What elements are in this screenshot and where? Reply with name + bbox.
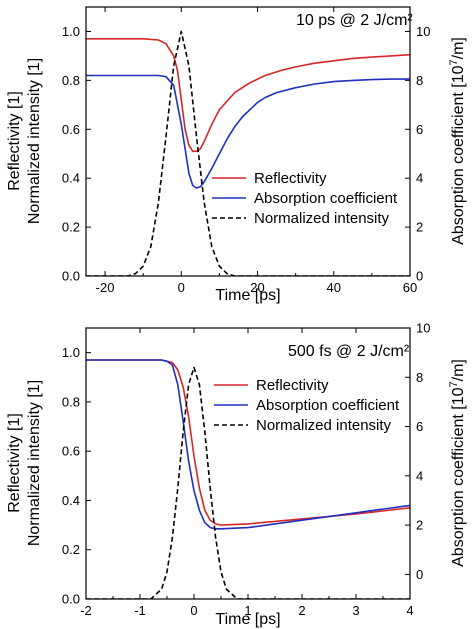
y-right-axis-label-end: /m] bbox=[450, 359, 467, 381]
y-right-axis-label: Absorption coefficient [107/m] bbox=[448, 37, 467, 245]
y-left-tick-label: 0.6 bbox=[62, 122, 80, 137]
y-right-tick-label: 4 bbox=[416, 171, 423, 186]
legend: Reflectivity Absorption coefficient Normal… bbox=[214, 377, 400, 434]
series-line-normalized-intensity bbox=[86, 30, 410, 276]
x-tick-label: 0 bbox=[190, 603, 197, 618]
y-left-tick-label: 1.0 bbox=[62, 24, 80, 39]
y-left-tick-label: 0.0 bbox=[62, 269, 80, 284]
x-tick-label: -20 bbox=[96, 280, 115, 295]
series-line-reflectivity bbox=[86, 359, 410, 526]
y-right-tick-label: 2 bbox=[416, 518, 423, 533]
y-right-tick-label: 10 bbox=[416, 24, 430, 39]
y-right-tick-label: 2 bbox=[416, 220, 423, 235]
y-right-tick-label: 0 bbox=[416, 269, 423, 284]
x-tick-label: 20 bbox=[250, 280, 264, 295]
legend: Reflectivity Absorption coefficient Normal… bbox=[212, 170, 398, 227]
y-right-axis-label-main: Absorption coefficient [10 bbox=[450, 387, 467, 566]
x-tick-label: 40 bbox=[327, 280, 341, 295]
x-tick-label: 3 bbox=[352, 603, 359, 618]
y-right-tick-label: 6 bbox=[416, 122, 423, 137]
x-tick-label: 4 bbox=[406, 603, 413, 618]
y-right-axis-label-sup: 7 bbox=[448, 59, 460, 65]
x-tick-label: 60 bbox=[403, 280, 417, 295]
chart-annotation: 500 fs @ 2 J/cm² bbox=[288, 343, 410, 360]
x-tick-label: 2 bbox=[298, 603, 305, 618]
y-left-axis-label-reflectivity: Reflectivity [1] bbox=[6, 91, 23, 191]
chart-annotation: 10 ps @ 2 J/cm² bbox=[296, 12, 413, 29]
plot-area bbox=[86, 30, 410, 276]
y-left-tick-label: 0.2 bbox=[62, 542, 80, 557]
legend-entry: Normalized intensity bbox=[254, 210, 390, 227]
x-tick-label: -2 bbox=[80, 603, 92, 618]
legend-entry: Reflectivity bbox=[256, 377, 329, 394]
series-line-absorption-coefficient bbox=[86, 359, 410, 530]
y-left-tick-label: 0.4 bbox=[62, 493, 80, 508]
y-left-tick-label: 0.2 bbox=[62, 220, 80, 235]
legend-entry: Normalized intensity bbox=[256, 417, 392, 434]
legend-entry: Reflectivity bbox=[254, 170, 327, 187]
y-left-tick-label: 1.0 bbox=[62, 345, 80, 360]
x-tick-label: 0 bbox=[178, 280, 185, 295]
legend-entry: Absorption coefficient bbox=[256, 397, 400, 414]
y-right-tick-label: 10 bbox=[416, 321, 430, 336]
y-left-tick-label: 0.8 bbox=[62, 394, 80, 409]
y-right-tick-label: 8 bbox=[416, 370, 423, 385]
y-left-tick-label: 0.8 bbox=[62, 73, 80, 88]
series-line-reflectivity bbox=[86, 38, 410, 153]
legend-entry: Absorption coefficient bbox=[254, 190, 398, 207]
plot-frame bbox=[85, 6, 411, 277]
y-right-tick-label: 8 bbox=[416, 73, 423, 88]
y-right-tick-label: 6 bbox=[416, 419, 423, 434]
series-line-normalized-intensity bbox=[86, 366, 410, 599]
plot-area bbox=[86, 359, 410, 599]
plot-frame bbox=[85, 327, 411, 600]
y-right-axis-label-main: Absorption coefficient [10 bbox=[450, 65, 467, 244]
y-right-axis-label-end: /m] bbox=[450, 37, 467, 59]
x-axis-label: Time [ps] bbox=[215, 287, 280, 304]
x-tick-label: 1 bbox=[244, 603, 251, 618]
x-tick-label: -1 bbox=[134, 603, 146, 618]
y-left-tick-label: 0.6 bbox=[62, 444, 80, 459]
y-right-tick-label: 0 bbox=[416, 567, 423, 582]
series-line-absorption-coefficient bbox=[86, 74, 410, 189]
y-left-axis-label-intensity: Normalized intensity [1] bbox=[26, 380, 43, 546]
chart-panel-2: -2 -1 0 1 2 3 4 0.0 0.2 0.4 0.6 0.8 1.0 0 2 4 6 8 10 Time [… bbox=[6, 321, 467, 629]
chart-panel-1: -20 0 20 40 60 0.0 0.2 0.4 0.6 0.8 1.0 0 2 4 6 8 10 Time … bbox=[6, 6, 467, 304]
y-right-tick-label: 4 bbox=[416, 468, 423, 483]
y-left-tick-label: 0.0 bbox=[62, 592, 80, 607]
x-axis-label: Time [ps] bbox=[215, 611, 280, 628]
y-left-tick-label: 0.4 bbox=[62, 171, 80, 186]
y-right-axis-label: Absorption coefficient [107/m] bbox=[448, 359, 467, 567]
y-right-axis-label-sup: 7 bbox=[448, 381, 460, 387]
y-left-axis-label-reflectivity: Reflectivity [1] bbox=[6, 413, 23, 513]
y-left-axis-label-intensity: Normalized intensity [1] bbox=[26, 58, 43, 224]
